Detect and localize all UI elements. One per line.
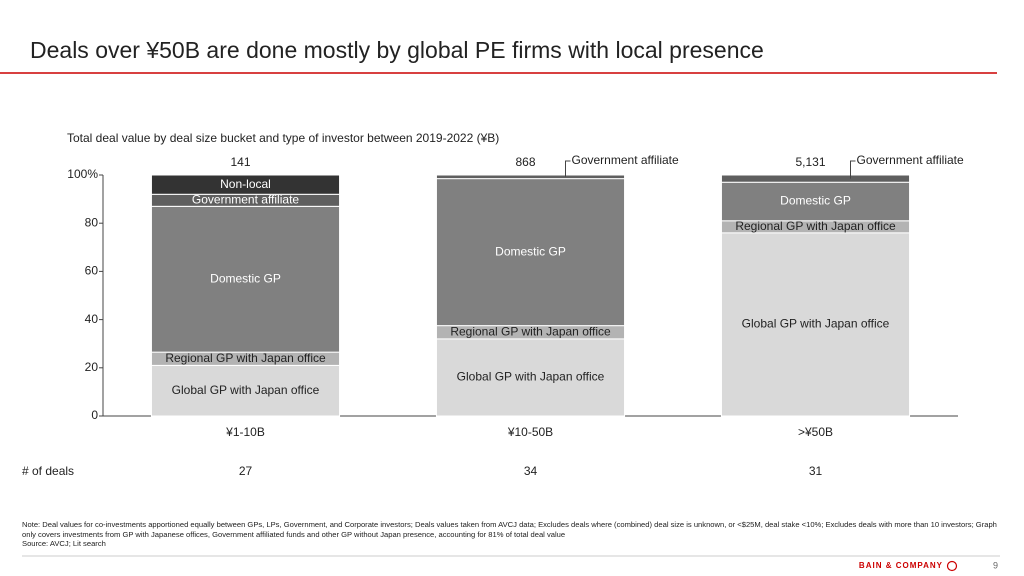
callout-label: Government affiliate [572, 153, 679, 167]
callout-line [565, 160, 571, 177]
bar-segment [435, 338, 626, 417]
note-text: Note: Deal values for co-investments app… [22, 520, 997, 539]
total-label: 141 [230, 155, 250, 169]
bar-segment [720, 181, 911, 222]
segment-label: Regional GP with Japan office [735, 219, 896, 233]
segment-label: Regional GP with Japan office [165, 351, 326, 365]
segment-label: Global GP with Japan office [742, 317, 890, 331]
bar-segment [435, 178, 626, 327]
x-tick-label: ¥10-50B [507, 425, 553, 439]
bar-segment [150, 174, 341, 195]
y-tick-label: 60 [85, 264, 99, 278]
segment-label: Domestic GP [780, 194, 851, 208]
segment-label: Non-local [220, 177, 271, 191]
segment-label: Global GP with Japan office [172, 383, 320, 397]
deals-value: 34 [524, 464, 538, 478]
segment-label: Domestic GP [495, 244, 566, 258]
bar-segment [720, 174, 911, 183]
segment-label: Regional GP with Japan office [450, 324, 611, 338]
segment-label: Global GP with Japan office [457, 370, 605, 384]
deals-value: 27 [239, 464, 253, 478]
slide-title: Deals over ¥50B are done mostly by globa… [30, 37, 764, 63]
source-text: Source: AVCJ; Lit search [22, 539, 106, 548]
note: Note: Deal values for co-investments app… [22, 520, 1007, 549]
brand-icon [946, 560, 958, 572]
segment-label: Domestic GP [210, 271, 281, 285]
x-tick-label: >¥50B [798, 425, 833, 439]
callout-line [850, 160, 856, 179]
deals-label: # of deals [22, 464, 74, 478]
callout-label: Government affiliate [857, 153, 964, 167]
bar-segment [150, 205, 341, 353]
y-tick-label: 20 [85, 360, 99, 374]
page-number: 9 [993, 560, 998, 570]
total-label: 868 [515, 155, 535, 169]
chart-title: Total deal value by deal size bucket and… [67, 131, 499, 145]
segment-label: Government affiliate [192, 192, 299, 206]
y-tick-label: 40 [85, 312, 99, 326]
deals-value: 31 [809, 464, 823, 478]
y-tick-label: 100% [67, 167, 98, 181]
total-label: 5,131 [795, 155, 825, 169]
y-tick-label: 80 [85, 215, 99, 229]
y-tick-label: 0 [91, 408, 98, 422]
brand: BAIN & COMPANY [859, 561, 943, 570]
bar-segment [435, 174, 626, 180]
x-tick-label: ¥1-10B [225, 425, 265, 439]
